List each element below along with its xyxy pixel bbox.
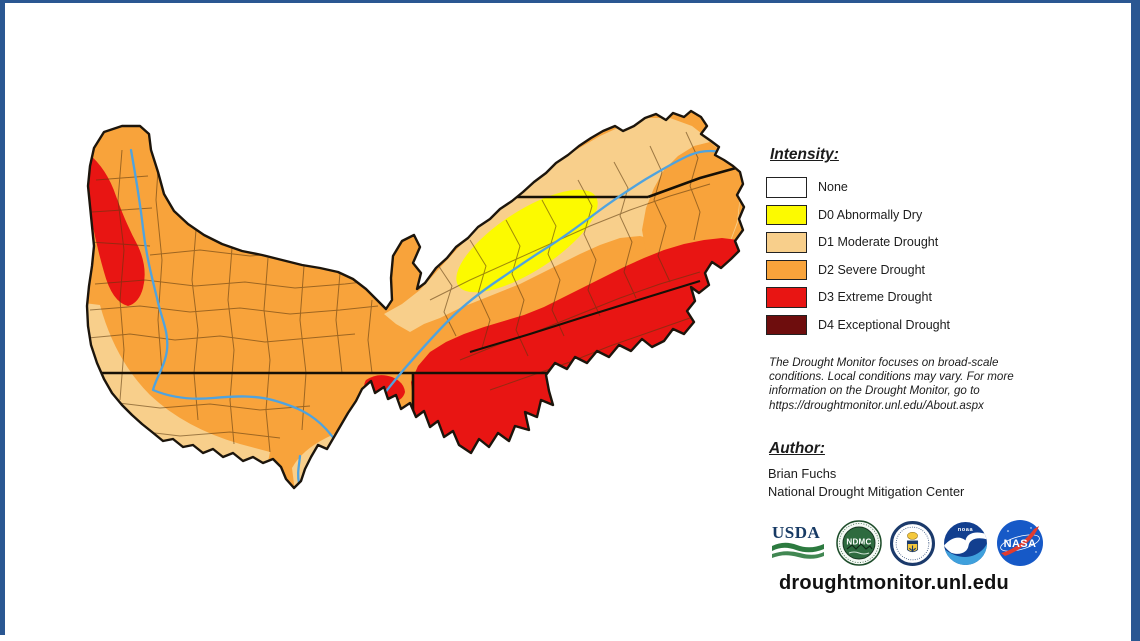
- svg-text:NASA: NASA: [1004, 538, 1037, 550]
- svg-text:NDMC: NDMC: [846, 538, 871, 547]
- ndmc-logo: NDMC: [836, 520, 882, 566]
- author-heading: Author:: [769, 440, 825, 457]
- legend-item-d3: D3 Extreme Drought: [766, 287, 950, 308]
- drought-region-d0: [456, 189, 598, 293]
- legend-item-d4: D4 Exceptional Drought: [766, 314, 951, 335]
- legend-heading: Intensity:: [770, 146, 839, 163]
- svg-text:USDA: USDA: [772, 523, 821, 542]
- basin-outline: [85, 109, 746, 490]
- county-boundary-lines: [87, 131, 711, 453]
- legend-label: D1 Moderate Drought: [818, 235, 939, 250]
- frame-top-border: [0, 0, 1140, 3]
- frame-left-border: [0, 0, 5, 635]
- author-organization: National Drought Mitigation Center: [768, 484, 965, 499]
- legend-label: D3 Extreme Drought: [818, 290, 932, 305]
- website-url: droughtmonitor.unl.edu: [779, 572, 1009, 594]
- legend-label: D2 Severe Drought: [818, 262, 926, 277]
- svg-text:noaa: noaa: [958, 527, 974, 533]
- legend-swatch-none: [766, 177, 807, 198]
- drought-intensity-legend: None D0 Abnormally Dry D1 Moderate Droug…: [766, 177, 950, 335]
- author-name: Brian Fuchs: [768, 466, 837, 481]
- legend-label: None: [818, 180, 848, 195]
- river-branch: [297, 454, 302, 485]
- usda-logo: USDA: [772, 523, 824, 559]
- disclaimer-text: The Drought Monitor focuses on broad-sca…: [769, 356, 1014, 412]
- legend-label: D4 Exceptional Drought: [818, 317, 951, 332]
- legend-label: D0 Abnormally Dry: [818, 207, 923, 222]
- legend-swatch-d0: [766, 204, 807, 225]
- legend-swatch-d1: [766, 232, 807, 253]
- nasa-logo: NASA: [997, 520, 1043, 566]
- noaa-logo: noaa: [944, 521, 987, 565]
- frame-right-border: [1131, 0, 1140, 641]
- dept-of-commerce-seal: [890, 520, 935, 566]
- legend-item-d2: D2 Severe Drought: [766, 259, 950, 280]
- legend-swatch-d2: [766, 259, 807, 280]
- drought-region-d3-northwest: [87, 150, 145, 306]
- legend-item-d0: D0 Abnormally Dry: [766, 204, 950, 225]
- legend-swatch-d3: [766, 287, 807, 308]
- legend-item-d1: D1 Moderate Drought: [766, 232, 950, 253]
- agency-logo-row: USDA NDMC noaa: [770, 517, 1044, 569]
- legend-swatch-d4: [766, 314, 807, 335]
- legend-item-none: None: [766, 177, 950, 198]
